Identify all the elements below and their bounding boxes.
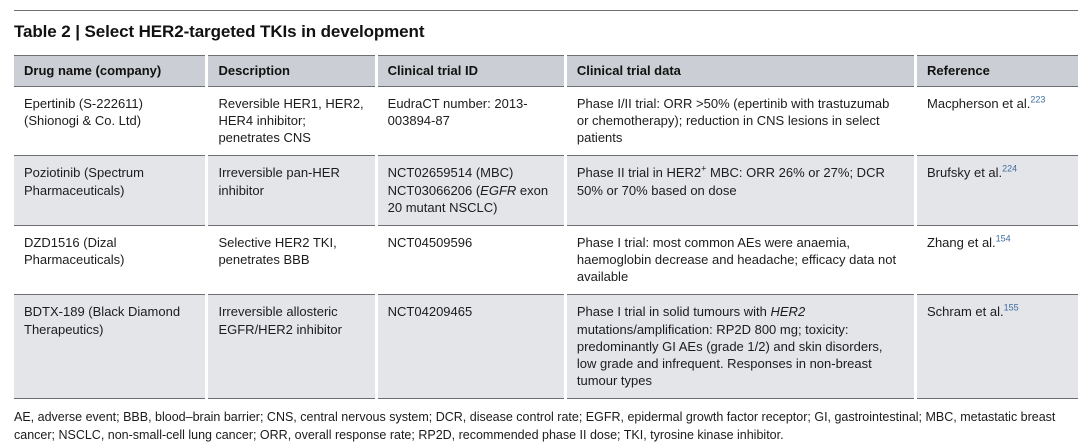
table-footnote: AE, adverse event; BBB, blood–brain barr… bbox=[14, 410, 1056, 443]
cell-text: Irreversible allosteric EGFR/HER2 inhibi… bbox=[218, 304, 342, 337]
cell-text: Reversible HER1, HER2, HER4 inhibitor; p… bbox=[218, 96, 364, 146]
cell-reference: Schram et al.155 bbox=[917, 295, 1078, 400]
cell-drug: Epertinib (S-222611) (Shionogi & Co. Ltd… bbox=[14, 87, 206, 157]
cell-trial-data: Phase I trial: most common AEs were anae… bbox=[566, 226, 915, 296]
cell-reference: Brufsky et al.224 bbox=[917, 156, 1078, 226]
cell-text: Irreversible pan-HER inhibitor bbox=[218, 165, 340, 198]
citation-link[interactable]: 223 bbox=[1030, 94, 1046, 105]
cell-drug: DZD1516 (Dizal Pharmaceuticals) bbox=[14, 226, 206, 296]
table-row: DZD1516 (Dizal Pharmaceuticals) Selective… bbox=[14, 226, 1078, 296]
cell-trial-data: Phase II trial in HER2+ MBC: ORR 26% or … bbox=[566, 156, 915, 226]
cell-trial-id: NCT04509596 bbox=[377, 226, 564, 296]
cell-text: NCT04209465 bbox=[387, 304, 473, 320]
table-row: Epertinib (S-222611) (Shionogi & Co. Ltd… bbox=[14, 87, 1078, 157]
table-title: Table 2 | Select HER2-targeted TKIs in d… bbox=[14, 22, 425, 41]
cell-text: Epertinib (S-222611) (Shionogi & Co. Ltd… bbox=[24, 96, 143, 129]
cell-trial-id: NCT04209465 bbox=[377, 295, 564, 400]
cell-trial-data: Phase I trial in solid tumours with HER2… bbox=[566, 295, 915, 400]
column-header-description: Description bbox=[208, 55, 375, 87]
cell-description: Irreversible allosteric EGFR/HER2 inhibi… bbox=[208, 295, 375, 400]
cell-text: Selective HER2 TKI, penetrates BBB bbox=[218, 234, 337, 268]
cell-text: Schram et al. bbox=[927, 304, 1004, 320]
cell-description: Irreversible pan-HER inhibitor bbox=[208, 156, 375, 226]
column-header-drug-name: Drug name (company) bbox=[14, 55, 206, 87]
cell-text: Phase I trial in solid tumours with bbox=[576, 304, 771, 320]
cell-trial-id: NCT02659514 (MBC) NCT03066206 (EGFR exon… bbox=[377, 156, 564, 226]
cell-text: EudraCT number: 2013-003894-87 bbox=[387, 96, 528, 129]
table-body: Epertinib (S-222611) (Shionogi & Co. Ltd… bbox=[14, 87, 1078, 400]
cell-text: NCT04509596 bbox=[387, 234, 473, 250]
column-header-reference: Reference bbox=[917, 55, 1078, 87]
column-header-trial-data: Clinical trial data bbox=[566, 55, 915, 87]
column-header-trial-id: Clinical trial ID bbox=[377, 55, 564, 87]
cell-text: BDTX-189 (Black Diamond Therapeutics) bbox=[24, 304, 181, 337]
cell-drug: Poziotinib (Spectrum Pharmaceuticals) bbox=[14, 156, 206, 226]
cell-text: DZD1516 (Dizal Pharmaceuticals) bbox=[24, 234, 125, 268]
tki-table: Drug name (company) Description Clinical… bbox=[11, 55, 1081, 400]
cell-text: exon 20 mutant NSCLC) bbox=[387, 182, 549, 215]
cell-text: Brufsky et al. bbox=[927, 165, 1003, 181]
cell-text: Macpherson et al. bbox=[927, 96, 1031, 111]
citation-link[interactable]: 155 bbox=[1003, 303, 1019, 314]
cell-text: Phase II trial in HER2 bbox=[576, 165, 702, 181]
cell-text: mutations/amplification: RP2D 800 mg; to… bbox=[576, 321, 883, 389]
cell-text: Phase I/II trial: ORR >50% (epertinib wi… bbox=[576, 96, 890, 146]
cell-trial-data: Phase I/II trial: ORR >50% (epertinib wi… bbox=[566, 87, 915, 157]
cell-text: Poziotinib (Spectrum Pharmaceuticals) bbox=[24, 165, 144, 198]
cell-drug: BDTX-189 (Black Diamond Therapeutics) bbox=[14, 295, 206, 400]
cell-trial-id: EudraCT number: 2013-003894-87 bbox=[377, 87, 564, 157]
top-rule bbox=[14, 10, 1078, 11]
cell-text: Zhang et al. bbox=[927, 234, 996, 250]
cell-reference: Zhang et al.154 bbox=[917, 226, 1078, 296]
cell-description: Reversible HER1, HER2, HER4 inhibitor; p… bbox=[208, 87, 375, 157]
citation-link[interactable]: 154 bbox=[995, 233, 1011, 244]
superscript-text: + bbox=[701, 164, 707, 175]
cell-description: Selective HER2 TKI, penetrates BBB bbox=[208, 226, 375, 296]
paper-table-figure: Table 2 | Select HER2-targeted TKIs in d… bbox=[0, 10, 1092, 444]
cell-text: HER2 bbox=[770, 304, 806, 320]
cell-reference: Macpherson et al.223 bbox=[917, 87, 1078, 157]
cell-text: Phase I trial: most common AEs were anae… bbox=[576, 234, 897, 285]
cell-text: EGFR bbox=[480, 182, 517, 198]
cell-text: MBC: ORR 26% or 27%; DCR 50% or 70% base… bbox=[576, 165, 885, 198]
header-row: Drug name (company) Description Clinical… bbox=[14, 55, 1078, 87]
table-row: BDTX-189 (Black Diamond Therapeutics) Irr… bbox=[14, 295, 1078, 400]
cell-text: NCT02659514 (MBC) NCT03066206 ( bbox=[387, 165, 514, 198]
table-row: Poziotinib (Spectrum Pharmaceuticals) Irr… bbox=[14, 156, 1078, 226]
citation-link[interactable]: 224 bbox=[1002, 164, 1018, 175]
